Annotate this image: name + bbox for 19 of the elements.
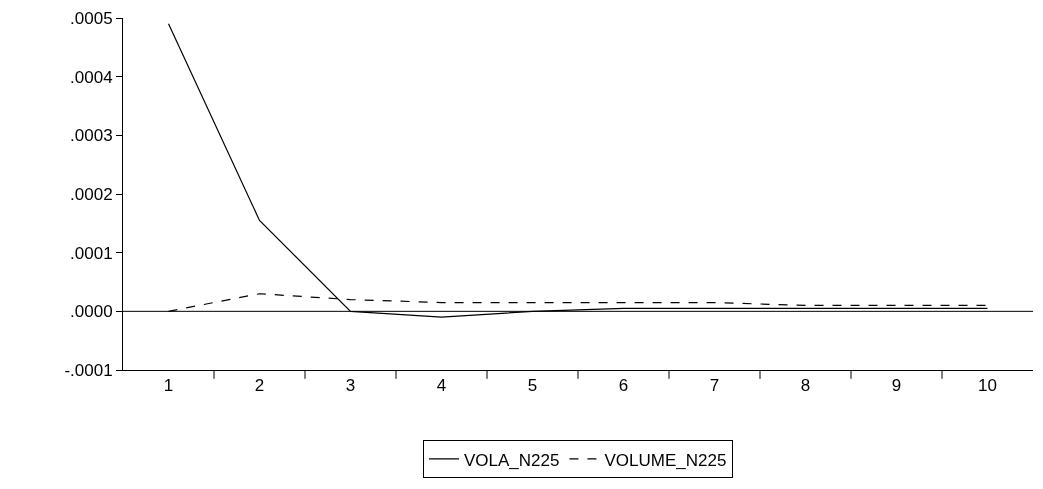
x-tick-label: 10: [978, 376, 997, 396]
x-tick-label: 1: [163, 376, 174, 396]
legend-label: VOLA_N225: [464, 450, 560, 470]
x-tick-label: 2: [254, 376, 265, 396]
y-tick-label: .0000: [70, 302, 113, 322]
x-tick-label: 5: [527, 376, 538, 396]
legend-label: VOLUME_N225: [604, 450, 727, 470]
y-tick-label: .0002: [70, 184, 113, 204]
y-tick-label: .0005: [70, 8, 113, 28]
y-tick-label: .0001: [70, 243, 113, 263]
x-tick-label: 9: [891, 376, 902, 396]
x-tick-label: 3: [345, 376, 356, 396]
x-tick-label: 4: [436, 376, 447, 396]
y-tick-label: .0003: [70, 126, 113, 146]
x-tick-label: 6: [618, 376, 629, 396]
y-tick-label: .0004: [70, 67, 113, 87]
x-tick-label: 8: [800, 376, 811, 396]
y-tick-label: -.0001: [64, 360, 113, 380]
x-tick-label: 7: [709, 376, 720, 396]
